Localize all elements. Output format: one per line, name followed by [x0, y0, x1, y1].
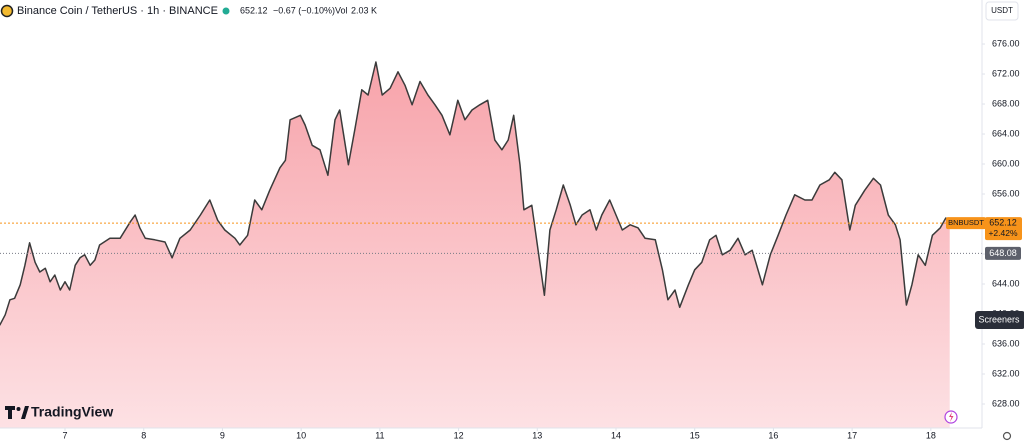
x-tick-label: 14: [611, 430, 621, 440]
plot-area: 676.00 672.00 668.00 664.00 660.00 656.00 652.…: [0, 38, 1020, 440]
x-tick-label: 7: [63, 430, 68, 440]
brand-logo: TradingView: [5, 404, 113, 420]
y-tick-label: 656.00: [992, 188, 1020, 198]
y-tick-label: 660.00: [992, 158, 1020, 168]
x-tick-label: 15: [690, 430, 700, 440]
symbol-label: BNBUSDT: [948, 218, 984, 227]
logo-mark-dot: [16, 407, 21, 411]
x-tick-label: 8: [141, 430, 146, 440]
header-price: 652.12: [240, 5, 268, 15]
coin-icon: [0, 4, 14, 18]
settings-icon[interactable]: [1002, 431, 1012, 441]
x-tick-label: 16: [768, 430, 778, 440]
x-tick-label: 13: [532, 430, 542, 440]
y-tick-label: 632.00: [992, 368, 1020, 378]
last-price-change: +2.42%: [988, 228, 1018, 238]
volume-label: Vol: [335, 5, 348, 15]
screeners-label[interactable]: Screeners: [978, 314, 1020, 324]
x-tick-label: 18: [926, 430, 936, 440]
y-tick-label: 628.00: [992, 398, 1020, 408]
reference-label-box: [985, 246, 1021, 260]
header: Binance Coin / TetherUS · 1h · BINANCE 6…: [0, 4, 377, 18]
y-tick-label: 668.00: [992, 98, 1020, 108]
overlay: 648.08 BNBUSDT 652.12+2.42% Screeners: [0, 217, 1024, 329]
y-tick-label: 672.00: [992, 68, 1020, 78]
last-price-box: [985, 217, 1022, 241]
currency-box[interactable]: [985, 1, 1019, 21]
symbol-label-box: [946, 217, 986, 230]
y-tick-label: 636.00: [992, 338, 1020, 348]
price-line: [0, 61, 951, 326]
brand-name: TradingView: [31, 404, 113, 420]
market-status-dot: [222, 7, 230, 15]
y-tick-label: 664.00: [992, 128, 1020, 138]
y-tick-label: 644.00: [992, 278, 1020, 288]
x-tick-label: 17: [847, 430, 857, 440]
y-tick-label: 676.00: [992, 38, 1020, 48]
last-price-label: 652.12: [989, 217, 1017, 227]
volume-value: 2.03 K: [351, 5, 377, 15]
x-tick-label: 12: [454, 430, 464, 440]
reference-label: 648.08: [989, 248, 1017, 258]
logo-mark: [5, 406, 15, 419]
alert-bolt[interactable]: [949, 412, 954, 422]
x-tick-label: 9: [220, 430, 225, 440]
screeners-button[interactable]: [975, 311, 1024, 329]
x-tick-label: 10: [296, 430, 306, 440]
currency-button[interactable]: USDT: [985, 1, 1019, 21]
symbol-title: Binance Coin / TetherUS · 1h · BINANCE: [17, 5, 218, 17]
x-tick-label: 11: [375, 430, 384, 440]
currency-label[interactable]: USDT: [991, 6, 1013, 15]
area-fill: [0, 62, 950, 428]
header-change: −0.67 (−0.10%): [273, 5, 335, 15]
logo-mark-slash: [21, 406, 29, 419]
